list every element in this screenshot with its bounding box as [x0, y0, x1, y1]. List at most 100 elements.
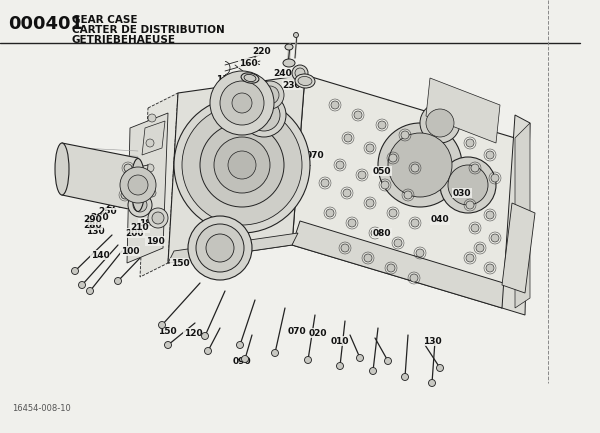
Circle shape	[466, 139, 474, 147]
Circle shape	[295, 68, 305, 78]
Circle shape	[305, 356, 311, 363]
Circle shape	[133, 198, 147, 212]
Polygon shape	[168, 75, 305, 263]
Circle shape	[428, 379, 436, 387]
Text: 170: 170	[116, 200, 134, 210]
Circle shape	[389, 209, 397, 217]
Circle shape	[331, 101, 339, 109]
Circle shape	[228, 151, 256, 179]
Circle shape	[426, 109, 454, 137]
Circle shape	[214, 137, 270, 193]
Circle shape	[410, 274, 418, 282]
Ellipse shape	[283, 59, 295, 67]
Text: 280: 280	[83, 220, 103, 229]
Circle shape	[236, 342, 244, 349]
Text: 190: 190	[146, 236, 164, 246]
Polygon shape	[502, 203, 535, 293]
Circle shape	[321, 179, 329, 187]
Text: 160: 160	[239, 58, 257, 68]
Circle shape	[124, 184, 132, 192]
Circle shape	[257, 108, 271, 122]
Text: 120: 120	[184, 329, 202, 337]
Ellipse shape	[131, 158, 145, 211]
Circle shape	[378, 121, 386, 129]
Circle shape	[205, 348, 212, 355]
Text: 250: 250	[98, 207, 118, 216]
Text: 050: 050	[373, 167, 391, 175]
Text: 140: 140	[91, 251, 109, 259]
Circle shape	[341, 244, 349, 252]
Circle shape	[401, 374, 409, 381]
Circle shape	[256, 81, 284, 109]
Circle shape	[437, 365, 443, 372]
Circle shape	[388, 133, 452, 197]
Ellipse shape	[293, 32, 299, 38]
Polygon shape	[292, 75, 515, 308]
Text: 040: 040	[431, 216, 449, 224]
Circle shape	[115, 278, 121, 284]
Text: GETRIEBEHAEUSE: GETRIEBEHAEUSE	[72, 35, 176, 45]
Circle shape	[486, 264, 494, 272]
Circle shape	[486, 211, 494, 219]
Ellipse shape	[241, 73, 259, 83]
Circle shape	[146, 139, 154, 147]
Circle shape	[326, 209, 334, 217]
Circle shape	[202, 333, 209, 339]
Circle shape	[242, 93, 286, 137]
Circle shape	[416, 249, 424, 257]
Circle shape	[220, 81, 264, 125]
Text: 030: 030	[453, 188, 471, 197]
Circle shape	[466, 201, 474, 209]
Circle shape	[476, 244, 484, 252]
Text: 070: 070	[287, 326, 307, 336]
Text: 180: 180	[139, 219, 157, 227]
Circle shape	[128, 175, 148, 195]
Circle shape	[86, 288, 94, 294]
Circle shape	[371, 229, 379, 237]
Ellipse shape	[285, 44, 293, 50]
Circle shape	[71, 268, 79, 275]
Text: 010: 010	[331, 336, 349, 346]
Polygon shape	[168, 233, 298, 263]
Text: GEAR CASE: GEAR CASE	[72, 15, 137, 25]
Text: 16454-008-10: 16454-008-10	[12, 404, 71, 413]
Circle shape	[182, 105, 302, 225]
Circle shape	[486, 151, 494, 159]
Text: 230: 230	[283, 81, 301, 90]
Circle shape	[123, 171, 143, 191]
Circle shape	[389, 154, 397, 162]
Circle shape	[149, 214, 157, 222]
Circle shape	[401, 131, 409, 139]
Text: 000401: 000401	[8, 15, 83, 33]
Text: 130: 130	[422, 336, 442, 346]
Circle shape	[127, 175, 139, 187]
Circle shape	[271, 349, 278, 356]
Circle shape	[420, 103, 460, 143]
Polygon shape	[426, 78, 500, 143]
Text: 080: 080	[373, 229, 391, 237]
Circle shape	[146, 164, 154, 172]
Text: 220: 220	[253, 46, 271, 55]
Circle shape	[344, 134, 352, 142]
Circle shape	[232, 93, 252, 113]
Circle shape	[79, 281, 86, 288]
Circle shape	[364, 254, 372, 262]
Circle shape	[411, 219, 419, 227]
Circle shape	[261, 86, 279, 104]
Circle shape	[348, 219, 356, 227]
Text: 090: 090	[233, 356, 251, 365]
Circle shape	[466, 254, 474, 262]
Circle shape	[491, 174, 499, 182]
Circle shape	[164, 342, 172, 349]
Ellipse shape	[295, 74, 315, 88]
Circle shape	[378, 123, 462, 207]
Circle shape	[158, 321, 166, 329]
Circle shape	[206, 234, 234, 262]
Circle shape	[196, 224, 244, 272]
Circle shape	[366, 144, 374, 152]
Text: 200: 200	[126, 229, 144, 237]
Circle shape	[394, 239, 402, 247]
Circle shape	[440, 157, 496, 213]
Circle shape	[148, 114, 156, 122]
Circle shape	[241, 355, 248, 362]
